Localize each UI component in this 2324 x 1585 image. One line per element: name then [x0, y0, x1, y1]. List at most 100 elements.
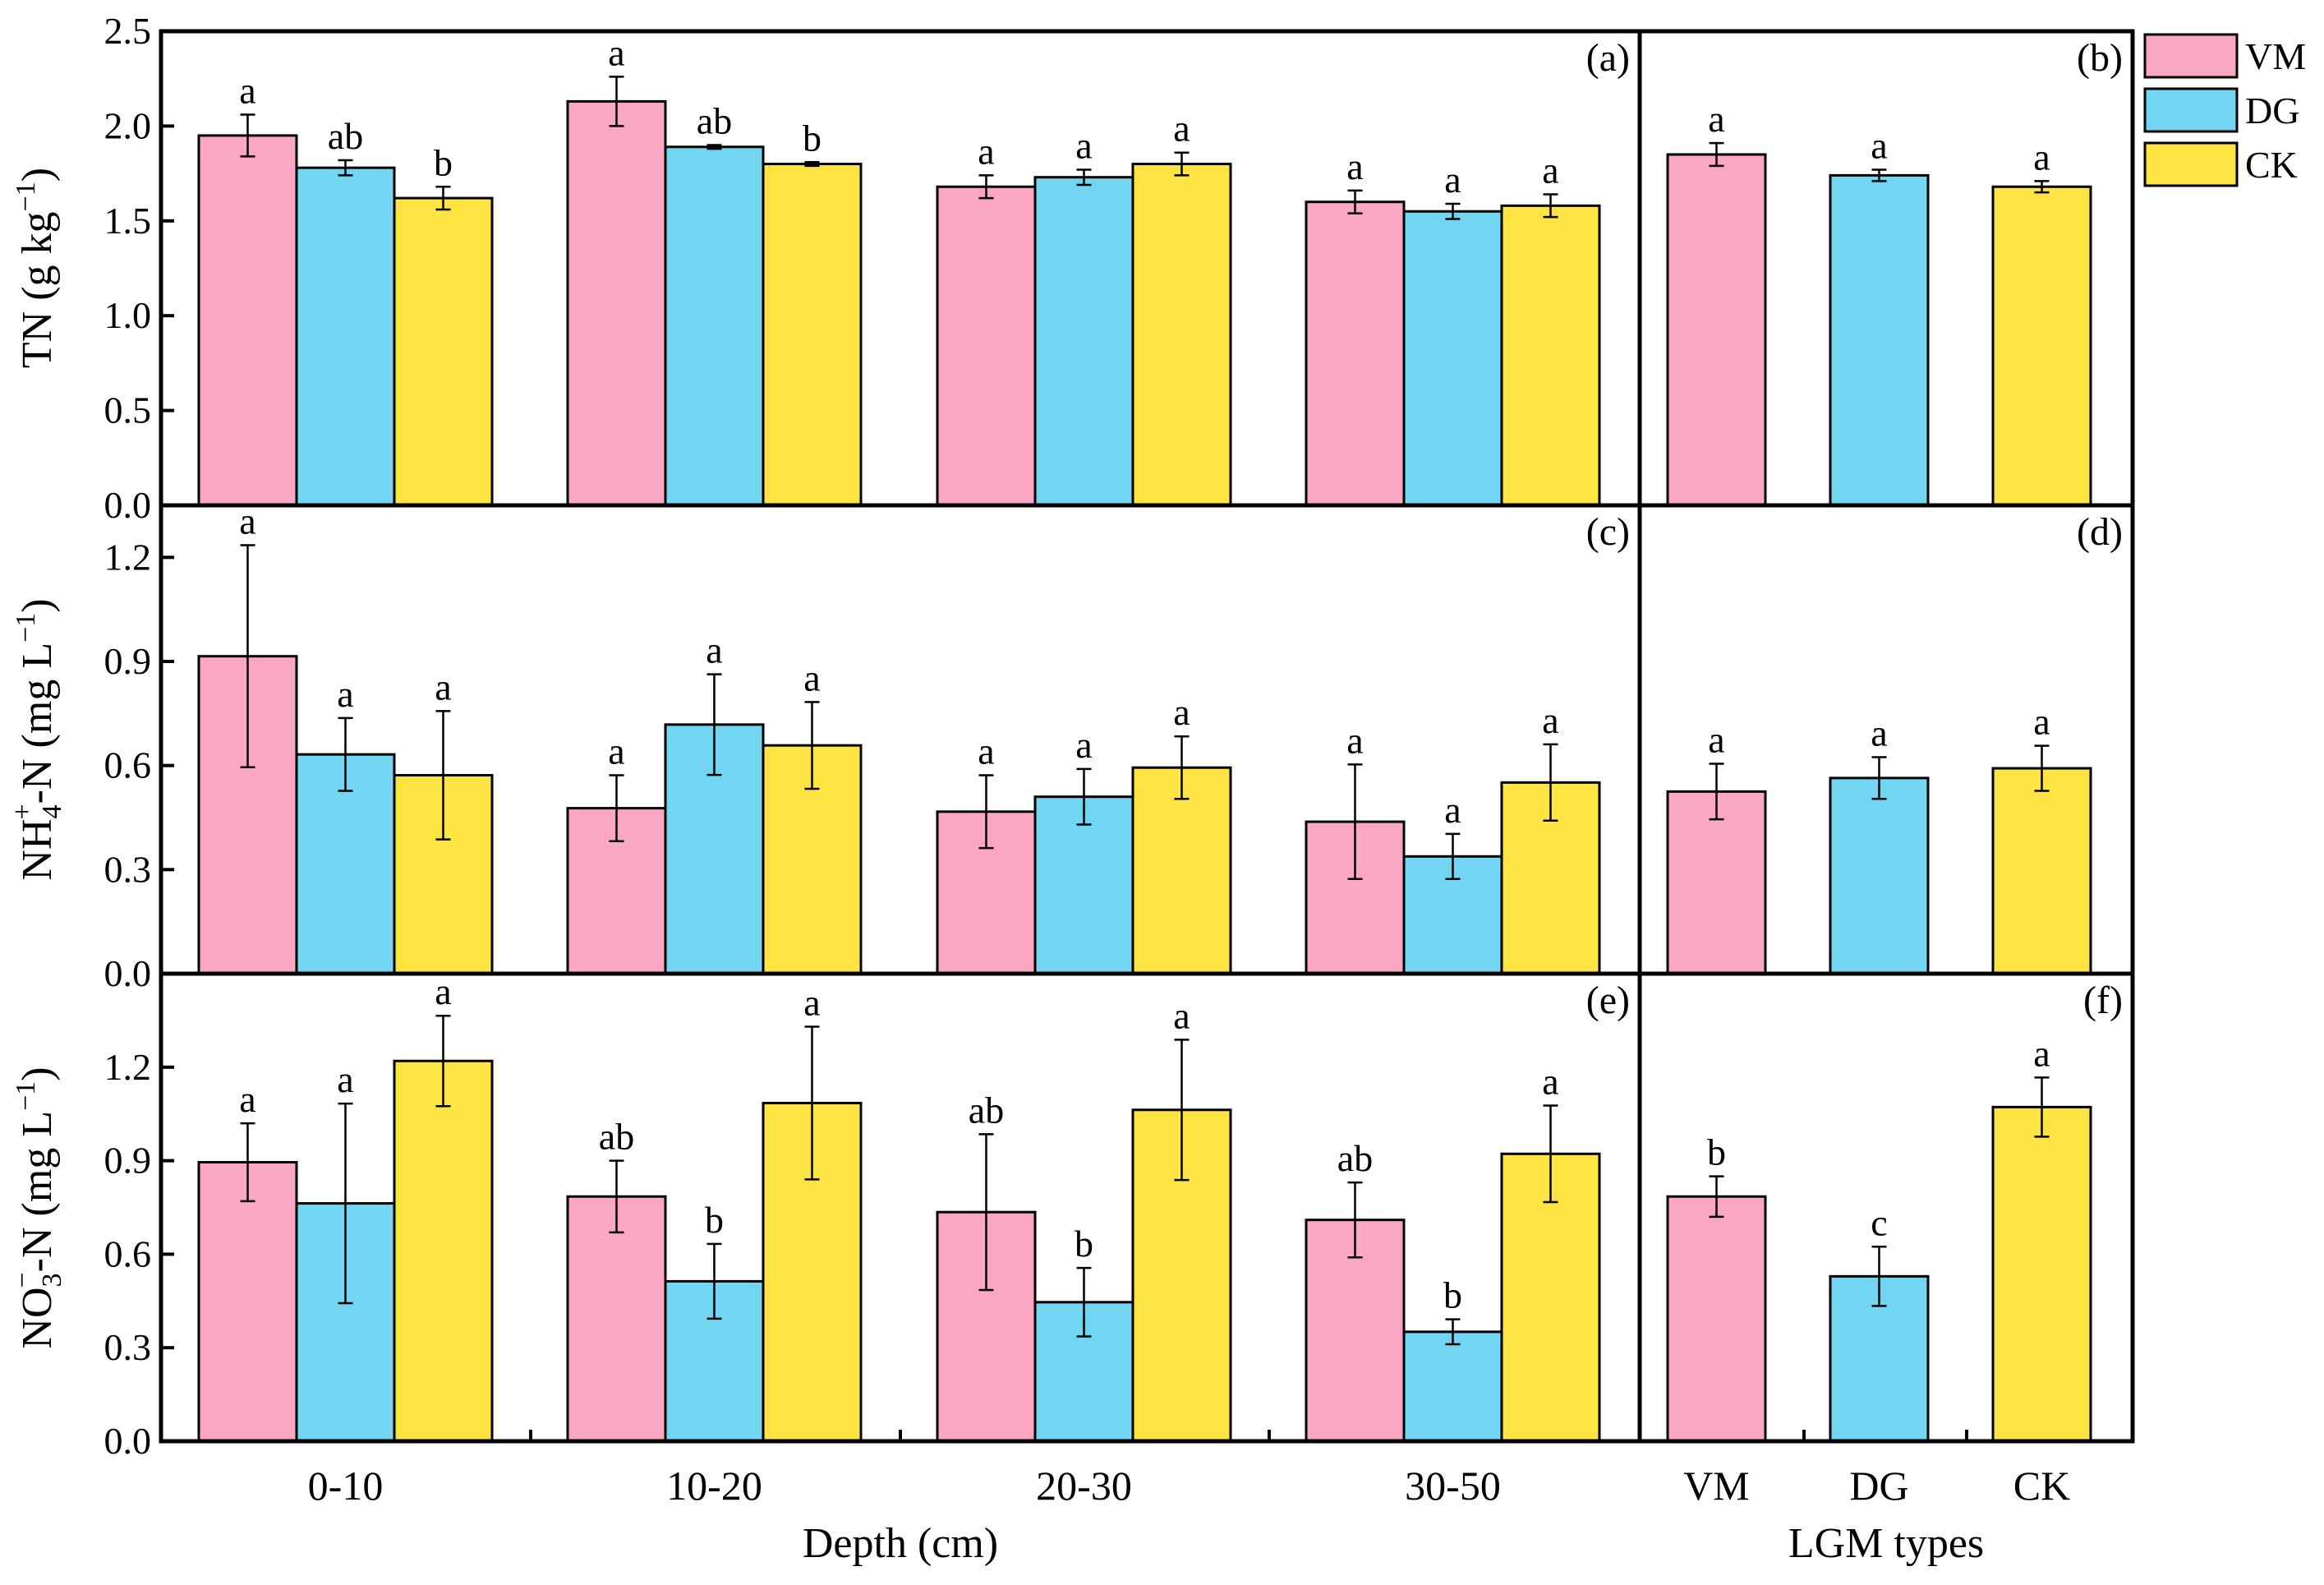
sig-letter-bar-e-vm-0: a [239, 1078, 255, 1120]
sig-letter-bar-e-ck-1: a [803, 981, 820, 1023]
legend-label-ck: CK [2245, 144, 2298, 186]
panel-tag-e: (e) [1586, 979, 1630, 1022]
xtick-label-depth-1: 10-20 [666, 1463, 762, 1509]
sig-letter-bar-a-vm-0: a [239, 70, 255, 112]
legend-swatch-ck [2143, 141, 2239, 187]
sig-letter-bar-f-ck: a [2033, 1032, 2050, 1074]
ytick-label-a: 1.5 [104, 200, 152, 242]
bar-c-dg-2 [1033, 795, 1134, 975]
legend-label-vm: VM [2245, 35, 2306, 77]
bar-a-ck-2 [1131, 163, 1232, 507]
bar-f-vm [1666, 1195, 1767, 1443]
ytick-label-e: 0.6 [104, 1233, 152, 1274]
bar-a-ck-3 [1500, 204, 1601, 507]
ytick-label-c: 0.3 [104, 848, 152, 890]
right-frame [1637, 29, 2135, 1444]
xlabel-depth: Depth (cm) [803, 1520, 998, 1567]
ytick-label-a: 0.5 [104, 389, 152, 431]
ylabel-no3: NO3−-N (mg L−1) [7, 1067, 67, 1348]
bar-a-ck-1 [762, 163, 863, 507]
bar-b-dg [1829, 173, 1930, 507]
bar-a-dg-2 [1033, 176, 1134, 507]
ytick-label-c: 0.0 [104, 952, 152, 994]
bar-e-vm-0 [197, 1160, 298, 1443]
ytick-label-a: 0.0 [104, 484, 152, 526]
sig-letter-bar-e-vm-2: ab [969, 1089, 1004, 1131]
ytick-label-c: 0.9 [104, 640, 152, 682]
sig-letter-bar-c-ck-0: a [435, 666, 451, 707]
bar-c-ck-2 [1131, 766, 1232, 975]
sig-letter-bar-e-vm-1: ab [599, 1116, 634, 1158]
sig-letter-bar-e-dg-0: a [337, 1058, 353, 1100]
xtick-label-type-ck: CK [2013, 1463, 2070, 1509]
sig-letter-bar-c-vm-0: a [239, 500, 255, 542]
panel-tag-c: (c) [1586, 510, 1630, 554]
ytick-label-e: 0.9 [104, 1140, 152, 1182]
xtick-label-type-dg: DG [1849, 1463, 1908, 1509]
xtick-label-depth-0: 0-10 [308, 1463, 384, 1509]
sig-letter-bar-e-dg-3: b [1443, 1274, 1462, 1316]
sig-letter-bar-a-ck-1: b [803, 117, 821, 159]
sig-letter-bar-a-dg-3: a [1444, 159, 1461, 200]
legend-label-dg: DG [2245, 90, 2299, 131]
bar-e-dg-3 [1402, 1330, 1503, 1443]
bar-b-ck [1991, 185, 2092, 507]
sig-letter-bar-b-vm: a [1708, 98, 1724, 140]
ytick-label-e: 0.3 [104, 1326, 152, 1368]
sig-letter-bar-e-dg-1: b [705, 1199, 724, 1241]
panel-tag-d: (d) [2077, 510, 2123, 554]
sig-letter-bar-c-vm-2: a [978, 730, 994, 772]
panel-tag-b: (b) [2077, 36, 2123, 80]
bar-f-ck [1991, 1105, 2092, 1443]
sig-letter-bar-d-ck: a [2033, 701, 2050, 743]
sig-letter-bar-c-dg-0: a [337, 673, 353, 715]
sig-letter-bar-c-dg-2: a [1075, 724, 1092, 766]
ylabel-tn: TN (g kg−1) [11, 168, 61, 368]
bar-b-vm [1666, 153, 1767, 507]
bar-a-vm-0 [197, 134, 298, 507]
xlabel-lgm-types: LGM types [1788, 1520, 1984, 1567]
bar-a-vm-1 [566, 99, 667, 507]
ytick-label-c: 0.6 [104, 744, 152, 786]
sig-letter-bar-c-dg-3: a [1444, 789, 1461, 831]
sig-letter-bar-a-vm-1: a [608, 31, 624, 73]
sig-letter-bar-d-dg: a [1871, 712, 1887, 754]
sig-letter-bar-a-vm-3: a [1346, 145, 1363, 187]
ytick-label-e: 0.0 [104, 1420, 152, 1462]
sig-letter-bar-b-ck: a [2033, 136, 2050, 177]
sig-letter-bar-f-vm: b [1707, 1131, 1726, 1173]
bar-a-dg-0 [295, 166, 396, 507]
bar-a-dg-1 [664, 145, 765, 507]
sig-letter-bar-c-ck-2: a [1173, 691, 1190, 733]
legend: VM DG CK [2143, 33, 2306, 187]
sig-letter-bar-c-ck-1: a [803, 657, 820, 698]
panel-tag-f: (f) [2083, 979, 2123, 1022]
sig-letter-bar-a-dg-1: ab [697, 99, 732, 141]
sig-letter-bar-a-dg-2: a [1075, 124, 1092, 166]
xtick-label-depth-3: 30-50 [1405, 1463, 1501, 1509]
ytick-label-a: 2.0 [104, 104, 152, 146]
sig-letter-bar-e-vm-3: ab [1337, 1137, 1373, 1179]
sig-letter-bar-c-ck-3: a [1542, 699, 1558, 741]
sig-letter-bar-a-dg-0: ab [328, 115, 363, 157]
sig-letter-bar-a-ck-0: b [434, 141, 453, 183]
sig-letter-bar-a-ck-2: a [1173, 108, 1190, 150]
bar-a-ck-0 [393, 196, 494, 507]
bar-a-dg-3 [1402, 210, 1503, 507]
sig-letter-bar-e-ck-0: a [435, 970, 451, 1012]
bar-e-ck-0 [393, 1059, 494, 1443]
panel-tag-a: (a) [1586, 36, 1630, 80]
bar-d-dg [1829, 776, 1930, 975]
sig-letter-bar-a-vm-2: a [978, 130, 994, 172]
sig-letter-bar-a-ck-3: a [1542, 149, 1558, 191]
xtick-label-depth-2: 20-30 [1036, 1463, 1132, 1509]
sig-letter-bar-d-vm: a [1708, 719, 1724, 761]
bar-a-vm-3 [1305, 200, 1406, 507]
legend-swatch-dg [2143, 87, 2239, 133]
xtick-label-type-vm: VM [1683, 1463, 1750, 1509]
sig-letter-bar-f-dg: c [1871, 1201, 1887, 1243]
ytick-label-a: 1.0 [104, 294, 152, 336]
ylabel-nh4: NH4+-N (mg L−1) [7, 598, 67, 880]
